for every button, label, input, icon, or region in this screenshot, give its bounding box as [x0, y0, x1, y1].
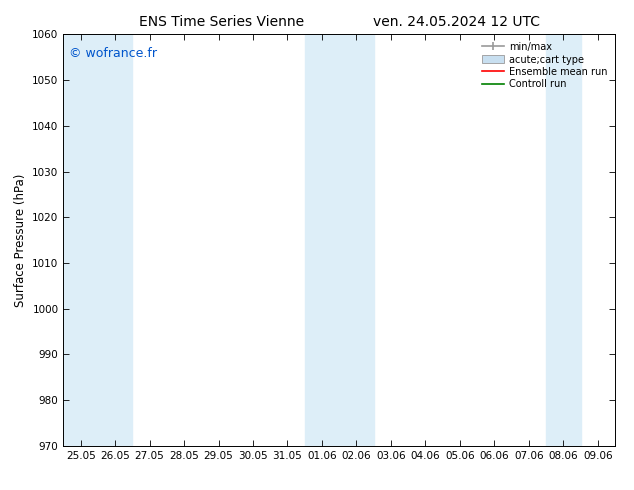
Bar — [63, 34, 133, 446]
Bar — [305, 34, 373, 446]
Text: © wofrance.fr: © wofrance.fr — [69, 47, 157, 60]
Bar — [546, 34, 581, 446]
Text: ENS Time Series Vienne: ENS Time Series Vienne — [139, 15, 304, 29]
Y-axis label: Surface Pressure (hPa): Surface Pressure (hPa) — [14, 173, 27, 307]
Legend: min/max, acute;cart type, Ensemble mean run, Controll run: min/max, acute;cart type, Ensemble mean … — [479, 39, 610, 92]
Text: ven. 24.05.2024 12 UTC: ven. 24.05.2024 12 UTC — [373, 15, 540, 29]
